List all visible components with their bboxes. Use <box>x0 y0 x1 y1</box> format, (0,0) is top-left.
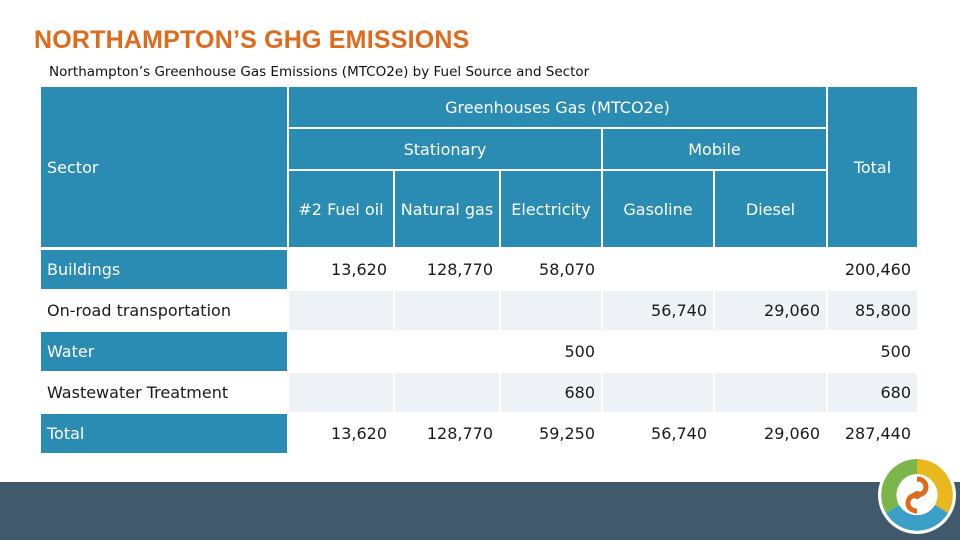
sector-header-label: Sector <box>47 157 99 177</box>
sustainability-logo-icon <box>878 456 956 534</box>
cell-value: 59,250 <box>539 424 595 443</box>
stationary-header-label: Stationary <box>403 139 487 159</box>
mobile-header-label: Mobile <box>688 139 741 159</box>
col-header-gasoline: Gasoline <box>603 171 713 247</box>
table-cell <box>603 373 713 412</box>
table-cell <box>395 373 499 412</box>
row-label-total: Total <box>41 414 287 453</box>
cell-value: 56,740 <box>651 301 707 320</box>
cell-value: 128,770 <box>426 260 493 279</box>
table-cell <box>289 332 393 371</box>
row-label: Buildings <box>47 260 121 279</box>
table-cell: 29,060 <box>715 291 826 330</box>
table-cell-total: 680 <box>828 373 917 412</box>
table-cell: 58,070 <box>501 250 601 289</box>
cell-value: 287,440 <box>844 424 911 443</box>
table-cell-total: 500 <box>828 332 917 371</box>
row-label-wastewater: Wastewater Treatment <box>41 373 287 412</box>
cell-value: 500 <box>880 342 911 361</box>
col-header-diesel: Diesel <box>715 171 826 247</box>
col-header-label: Diesel <box>745 199 796 219</box>
group-header: Greenhouses Gas (MTCO2e) <box>289 87 826 127</box>
cell-value: 200,460 <box>844 260 911 279</box>
mobile-header: Mobile <box>603 129 826 169</box>
table-cell: 29,060 <box>715 414 826 453</box>
cell-value: 56,740 <box>651 424 707 443</box>
col-header-label: Natural gas <box>400 199 494 219</box>
emissions-table: Sector Greenhouses Gas (MTCO2e) Stationa… <box>41 87 917 453</box>
sustainability-logo <box>877 455 957 535</box>
table-cell <box>289 291 393 330</box>
cell-value: 58,070 <box>539 260 595 279</box>
cell-value: 29,060 <box>764 301 820 320</box>
row-label: Wastewater Treatment <box>47 383 229 402</box>
table-cell <box>603 332 713 371</box>
sector-header: Sector <box>41 87 287 247</box>
table-caption: Northampton’s Greenhouse Gas Emissions (… <box>49 64 590 80</box>
table-cell <box>715 373 826 412</box>
table-cell <box>395 291 499 330</box>
table-cell-total: 200,460 <box>828 250 917 289</box>
row-label: Water <box>47 342 95 361</box>
table-cell: 13,620 <box>289 250 393 289</box>
table-cell-total: 287,440 <box>828 414 917 453</box>
footer-band <box>0 482 960 540</box>
group-header-label: Greenhouses Gas (MTCO2e) <box>445 97 670 117</box>
table-cell: 56,740 <box>603 414 713 453</box>
table-cell: 56,740 <box>603 291 713 330</box>
row-label: On-road transportation <box>47 301 231 320</box>
table-cell <box>501 291 601 330</box>
cell-value: 500 <box>564 342 595 361</box>
table-cell-total: 85,800 <box>828 291 917 330</box>
table-cell: 128,770 <box>395 414 499 453</box>
table-cell <box>603 250 713 289</box>
table-cell: 500 <box>501 332 601 371</box>
table-cell: 128,770 <box>395 250 499 289</box>
cell-value: 85,800 <box>855 301 911 320</box>
cell-value: 29,060 <box>764 424 820 443</box>
table-cell: 13,620 <box>289 414 393 453</box>
col-header-electricity: Electricity <box>501 171 601 247</box>
table-cell <box>289 373 393 412</box>
col-header-natural-gas: Natural gas <box>395 171 499 247</box>
col-header-label: #2 Fuel oil <box>298 199 384 219</box>
table-cell <box>715 332 826 371</box>
table-cell: 59,250 <box>501 414 601 453</box>
cell-value: 680 <box>564 383 595 402</box>
table-cell <box>395 332 499 371</box>
total-header-label: Total <box>853 157 892 177</box>
cell-value: 128,770 <box>426 424 493 443</box>
total-header: Total <box>828 87 917 247</box>
row-label-buildings: Buildings <box>41 250 287 289</box>
table-cell <box>715 250 826 289</box>
row-label: Total <box>47 424 85 443</box>
col-header-fuel-oil: #2 Fuel oil <box>289 171 393 247</box>
col-header-label: Electricity <box>511 199 591 219</box>
table-cell: 680 <box>501 373 601 412</box>
cell-value: 13,620 <box>331 424 387 443</box>
stationary-header: Stationary <box>289 129 601 169</box>
col-header-label: Gasoline <box>623 199 693 219</box>
row-label-on-road: On-road transportation <box>41 291 287 330</box>
row-label-water: Water <box>41 332 287 371</box>
page-title: NORTHAMPTON’S GHG EMISSIONS <box>34 26 470 54</box>
cell-value: 680 <box>880 383 911 402</box>
cell-value: 13,620 <box>331 260 387 279</box>
